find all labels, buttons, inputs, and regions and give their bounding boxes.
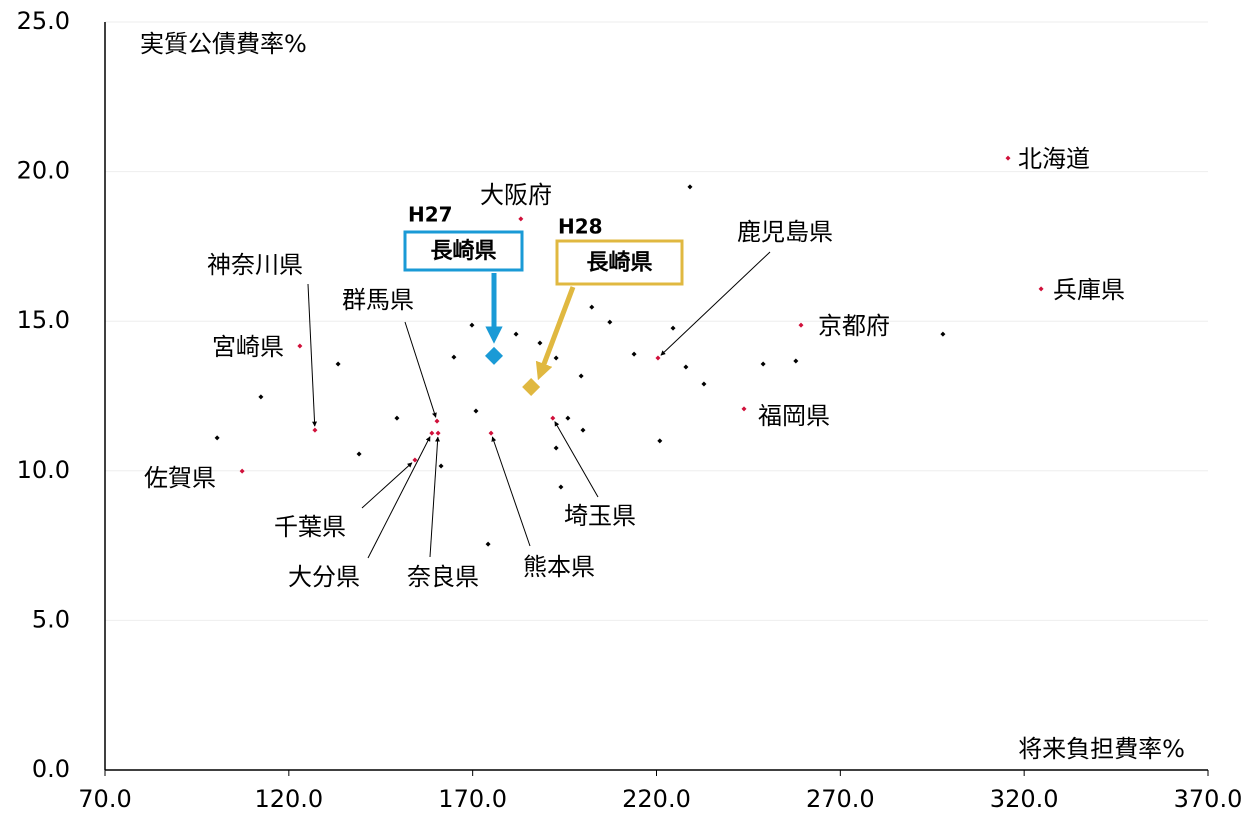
point	[553, 355, 559, 361]
point	[518, 216, 524, 222]
point	[356, 451, 362, 457]
point	[607, 319, 613, 325]
point-label: 熊本県	[523, 553, 595, 581]
point	[484, 346, 503, 365]
point-label: 神奈川県	[207, 251, 303, 279]
label-box	[403, 230, 524, 272]
leader-line	[307, 283, 318, 427]
point	[488, 430, 494, 436]
leader-line	[429, 436, 441, 558]
leader-line	[404, 321, 437, 418]
point	[760, 361, 766, 367]
point	[258, 394, 264, 400]
leader-line	[361, 462, 413, 509]
point-label: 北海道	[1018, 145, 1090, 173]
point	[940, 331, 946, 337]
point-label: 宮崎県	[212, 333, 284, 361]
point-label: 大分県	[288, 563, 360, 591]
y-tick-label: 20.0	[17, 157, 70, 185]
point	[394, 415, 400, 421]
point	[1005, 155, 1011, 161]
point-label: 兵庫県	[1053, 276, 1125, 304]
point	[793, 358, 799, 364]
point	[683, 364, 689, 370]
point	[580, 427, 586, 433]
x-tick-label: 370.0	[1174, 785, 1243, 813]
x-tick-label: 220.0	[622, 785, 691, 813]
point-label: 埼玉県	[564, 502, 636, 530]
point	[485, 541, 491, 547]
point	[1038, 286, 1044, 292]
point-label: 鹿児島県	[737, 218, 833, 246]
point	[429, 430, 435, 436]
y-axis-label: 実質公債費率%	[140, 30, 307, 58]
point	[670, 325, 676, 331]
x-tick-label: 270.0	[806, 785, 875, 813]
point	[297, 343, 303, 349]
point	[631, 351, 637, 357]
point-label: 福岡県	[758, 402, 830, 430]
point-label: 千葉県	[274, 513, 346, 541]
point	[522, 378, 541, 397]
point	[565, 415, 571, 421]
point	[701, 381, 707, 387]
point	[655, 355, 661, 361]
point-label: 奈良県	[407, 563, 479, 591]
leader-line	[554, 421, 599, 498]
point	[589, 304, 595, 310]
leader-line	[491, 436, 531, 547]
point	[550, 415, 556, 421]
point	[214, 435, 220, 441]
series-tag: H27	[408, 203, 453, 227]
x-tick-label: 320.0	[990, 785, 1059, 813]
y-tick-label: 10.0	[17, 456, 70, 484]
series-tag: H28	[558, 215, 603, 239]
point	[578, 373, 584, 379]
point-label: 京都府	[818, 312, 890, 340]
point	[798, 322, 804, 328]
x-tick-label: 120.0	[254, 785, 323, 813]
point	[513, 331, 519, 337]
label-box	[555, 239, 684, 286]
y-tick-label: 0.0	[32, 755, 70, 783]
point	[451, 354, 457, 360]
y-tick-label: 15.0	[17, 306, 70, 334]
point-label: 大阪府	[480, 181, 552, 209]
point-label: 佐賀県	[144, 464, 216, 492]
point	[553, 445, 559, 451]
y-tick-label: 25.0	[17, 7, 70, 35]
point	[558, 484, 564, 490]
x-axis-label: 将来負担費率%	[1018, 735, 1185, 763]
x-tick-label: 170.0	[438, 785, 507, 813]
point	[412, 457, 418, 463]
point	[469, 322, 475, 328]
point-label: 群馬県	[342, 286, 414, 314]
point	[473, 408, 479, 414]
point	[657, 438, 663, 444]
x-tick-label: 70.0	[78, 785, 131, 813]
point	[312, 427, 318, 433]
point	[537, 340, 543, 346]
leader-line	[367, 436, 431, 559]
point	[741, 406, 747, 412]
point-label: 長崎県	[586, 251, 652, 276]
point	[687, 184, 693, 190]
point	[435, 430, 441, 436]
y-tick-label: 5.0	[32, 605, 70, 633]
callout-arrow	[535, 286, 576, 381]
point	[438, 463, 444, 469]
point	[239, 468, 245, 474]
leader-line	[660, 251, 771, 356]
point	[434, 418, 440, 424]
point	[335, 361, 341, 367]
point-label: 長崎県	[430, 239, 496, 264]
